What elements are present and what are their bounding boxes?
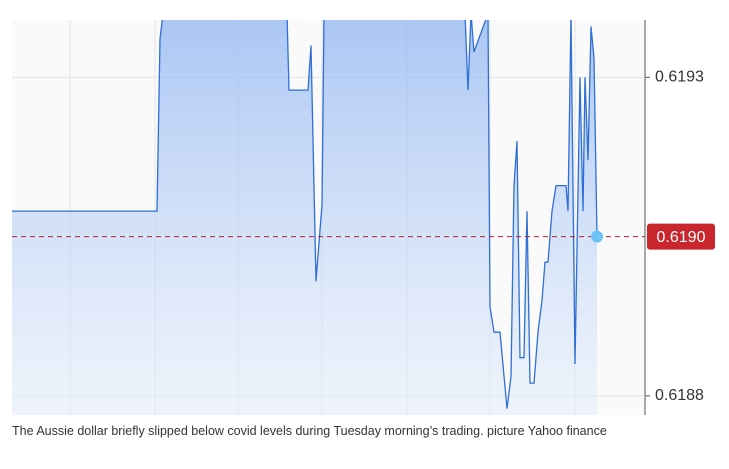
area (12, 20, 597, 415)
caption: The Aussie dollar briefly slipped below … (12, 424, 607, 438)
current-price-box (647, 223, 715, 250)
y-tick-label: 0.6188 (655, 387, 704, 404)
current-price-label: 0.6190 (657, 229, 706, 246)
plot (12, 20, 598, 415)
price-line (12, 20, 598, 409)
last-point (591, 230, 603, 243)
chart: 0.6193 0.6188 0.6190 (12, 20, 715, 415)
y-tick-label: 0.6193 (655, 69, 704, 86)
